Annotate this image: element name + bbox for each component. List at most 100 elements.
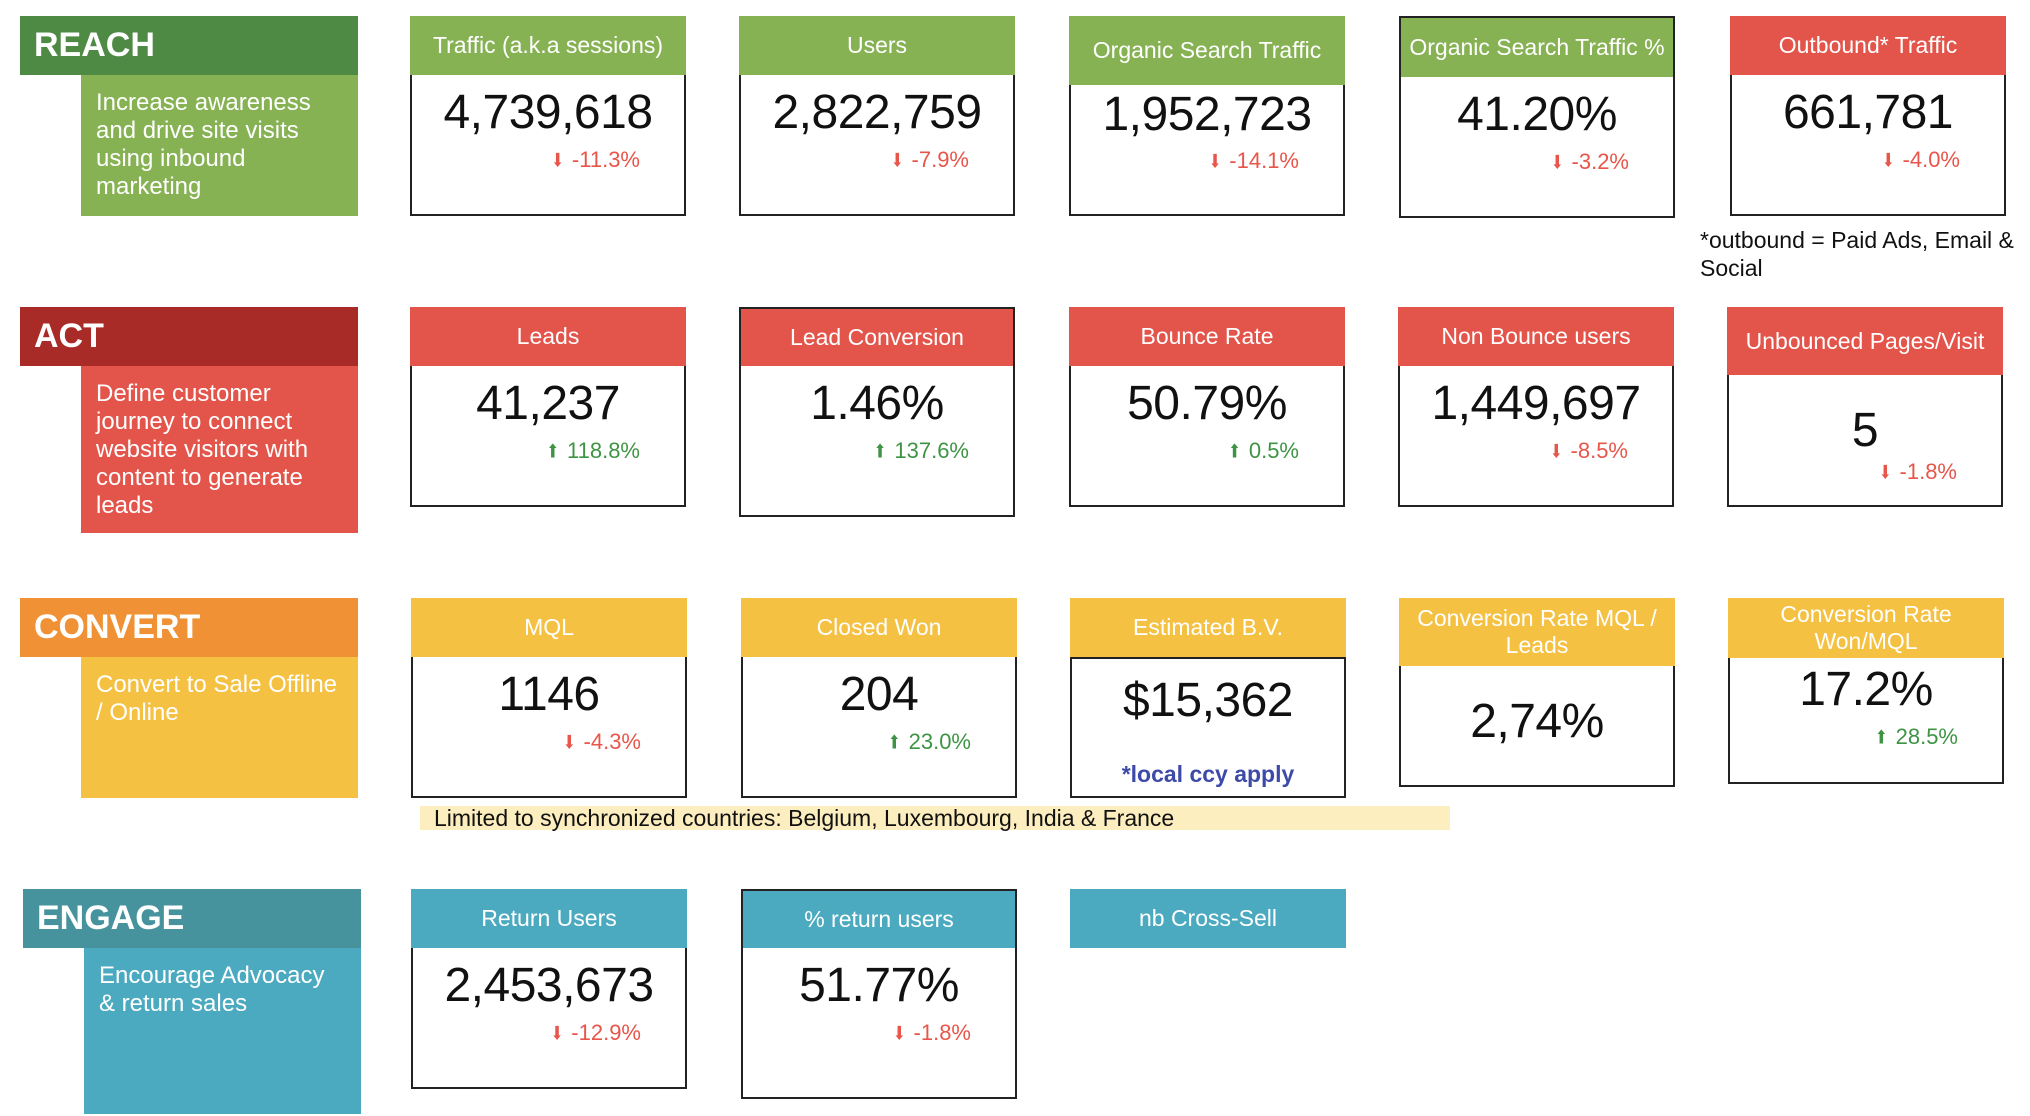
section-header-act: ACT — [20, 307, 358, 366]
kpi-delta: ⬇ -7.9% — [891, 147, 969, 173]
local-currency-note: *local ccy apply — [1121, 761, 1295, 787]
section-header-engage: ENGAGE — [23, 889, 361, 948]
kpi-card-organic-search-traffic: Organic Search Traffic 1,952,723 ⬇ -14.1% — [1069, 16, 1345, 216]
kpi-value: 1,449,697 — [1431, 377, 1641, 430]
card-title: Non Bounce users — [1398, 307, 1674, 366]
kpi-delta: ⬇ -8.5% — [1550, 438, 1628, 464]
kpi-card-lead-conversion: Lead Conversion 1.46% ⬆ 137.6% — [739, 307, 1015, 517]
arrow-down-icon: ⬇ — [1550, 152, 1564, 174]
kpi-value: $15,362 — [1122, 674, 1294, 727]
kpi-card-bounce-rate: Bounce Rate 50.79% ⬆ 0.5% — [1069, 307, 1345, 507]
kpi-card-conversion-rate-won-mql: Conversion Rate Won/MQL 17.2% ⬆ 28.5% — [1728, 598, 2004, 784]
delta-value: -7.9% — [911, 147, 969, 172]
card-body: $15,362 *local ccy apply — [1070, 657, 1346, 798]
delta-value: -8.5% — [1570, 438, 1628, 463]
card-body: 1,449,697 ⬇ -8.5% — [1398, 366, 1674, 507]
card-title: Outbound* Traffic — [1730, 16, 2006, 75]
arrow-down-icon: ⬇ — [1881, 150, 1895, 172]
kpi-delta: ⬆ 118.8% — [546, 438, 640, 464]
delta-value: 28.5% — [1895, 724, 1958, 749]
card-title: Lead Conversion — [741, 309, 1013, 366]
card-title: Return Users — [411, 889, 687, 948]
card-body: 4,739,618 ⬇ -11.3% — [410, 75, 686, 216]
section-description-reach: Increase awareness and drive site visits… — [81, 75, 358, 216]
card-body: 1.46% ⬆ 137.6% — [741, 366, 1013, 515]
card-body: 2,453,673 ⬇ -12.9% — [411, 948, 687, 1089]
card-title: Conversion Rate MQL / Leads — [1399, 598, 1675, 666]
card-body: 41,237 ⬆ 118.8% — [410, 366, 686, 507]
kpi-delta: ⬇ -14.1% — [1209, 148, 1299, 174]
arrow-up-icon: ⬆ — [1228, 441, 1241, 463]
delta-value: -1.8% — [913, 1020, 971, 1045]
section-description-convert: Convert to Sale Offline / Online — [81, 657, 358, 798]
kpi-delta: ⬆ 28.5% — [1875, 724, 1958, 750]
kpi-value: 4,739,618 — [443, 86, 653, 139]
kpi-card-unbounced-pages-visit: Unbounced Pages/Visit 5 ⬇ -1.8% — [1727, 307, 2003, 507]
card-title: Traffic (a.k.a sessions) — [410, 16, 686, 75]
card-title: Users — [739, 16, 1015, 75]
kpi-delta: ⬆ 137.6% — [874, 438, 969, 464]
card-title: nb Cross-Sell — [1070, 889, 1346, 948]
card-body: 5 ⬇ -1.8% — [1727, 375, 2003, 507]
arrow-down-icon: ⬇ — [1878, 462, 1892, 484]
card-body: 1146 ⬇ -4.3% — [411, 657, 687, 798]
kpi-delta: ⬇ -4.3% — [563, 729, 641, 755]
kpi-value: 41,237 — [476, 377, 620, 430]
card-title: Leads — [410, 307, 686, 366]
arrow-up-icon: ⬆ — [873, 441, 887, 463]
arrow-down-icon: ⬇ — [550, 1023, 564, 1045]
section-header-reach: REACH — [20, 16, 358, 75]
arrow-up-icon: ⬆ — [546, 441, 560, 463]
arrow-down-icon: ⬇ — [892, 1023, 906, 1045]
kpi-delta: ⬇ -12.9% — [551, 1020, 641, 1046]
card-title: Organic Search Traffic — [1069, 16, 1345, 85]
synchronized-countries-banner: Limited to synchronized countries: Belgi… — [420, 806, 1450, 830]
delta-value: 23.0% — [908, 729, 971, 754]
delta-value: -14.1% — [1229, 148, 1299, 173]
kpi-value: 1146 — [498, 668, 600, 721]
arrow-down-icon: ⬇ — [1549, 441, 1563, 463]
card-body: 17.2% ⬆ 28.5% — [1728, 658, 2004, 784]
card-body: 41.20% ⬇ -3.2% — [1401, 77, 1673, 216]
card-title: Conversion Rate Won/MQL — [1728, 598, 2004, 658]
card-body: 2,74% — [1399, 666, 1675, 787]
kpi-delta: ⬇ -3.2% — [1551, 149, 1629, 175]
arrow-down-icon: ⬇ — [551, 150, 564, 172]
card-body: 661,781 ⬇ -4.0% — [1730, 75, 2006, 216]
card-title: Bounce Rate — [1069, 307, 1345, 366]
kpi-delta: ⬇ -1.8% — [1879, 459, 1957, 485]
kpi-value: 51.77% — [799, 959, 959, 1012]
card-title: Unbounced Pages/Visit — [1727, 307, 2003, 375]
kpi-value: 2,822,759 — [772, 86, 982, 139]
card-body: 1,952,723 ⬇ -14.1% — [1069, 85, 1345, 216]
arrow-up-icon: ⬆ — [888, 732, 901, 754]
card-title: Organic Search Traffic % — [1401, 18, 1673, 77]
section-description-engage: Encourage Advocacy & return sales — [84, 948, 361, 1114]
delta-value: -4.0% — [1902, 147, 1960, 172]
delta-value: 137.6% — [894, 438, 969, 463]
kpi-card-pct-return-users: % return users 51.77% ⬇ -1.8% — [741, 889, 1017, 1099]
card-title: % return users — [743, 891, 1015, 948]
delta-value: -12.9% — [571, 1020, 641, 1045]
arrow-down-icon: ⬇ — [890, 150, 904, 172]
delta-value: -4.3% — [583, 729, 641, 754]
kpi-value: 2,74% — [1470, 695, 1604, 748]
arrow-up-icon: ⬆ — [1875, 727, 1888, 749]
delta-value: -3.2% — [1571, 149, 1629, 174]
kpi-card-nb-cross-sell: nb Cross-Sell — [1070, 889, 1346, 948]
delta-value: 0.5% — [1248, 438, 1299, 463]
kpi-delta: ⬇ -11.3% — [551, 147, 640, 173]
kpi-delta: ⬆ 0.5% — [1228, 438, 1299, 464]
kpi-card-leads: Leads 41,237 ⬆ 118.8% — [410, 307, 686, 507]
kpi-card-users: Users 2,822,759 ⬇ -7.9% — [739, 16, 1015, 216]
card-title: MQL — [411, 598, 687, 657]
kpi-card-mql: MQL 1146 ⬇ -4.3% — [411, 598, 687, 798]
kpi-value: 5 — [1851, 404, 1879, 457]
kpi-card-non-bounce-users: Non Bounce users 1,449,697 ⬇ -8.5% — [1398, 307, 1674, 507]
card-title: Estimated B.V. — [1070, 598, 1346, 657]
kpi-value: 50.79% — [1127, 377, 1287, 430]
kpi-value: 41.20% — [1457, 88, 1617, 141]
kpi-card-organic-search-traffic-pct: Organic Search Traffic % 41.20% ⬇ -3.2% — [1399, 16, 1675, 218]
kpi-value: 1,952,723 — [1102, 88, 1312, 141]
kpi-card-return-users: Return Users 2,453,673 ⬇ -12.9% — [411, 889, 687, 1089]
